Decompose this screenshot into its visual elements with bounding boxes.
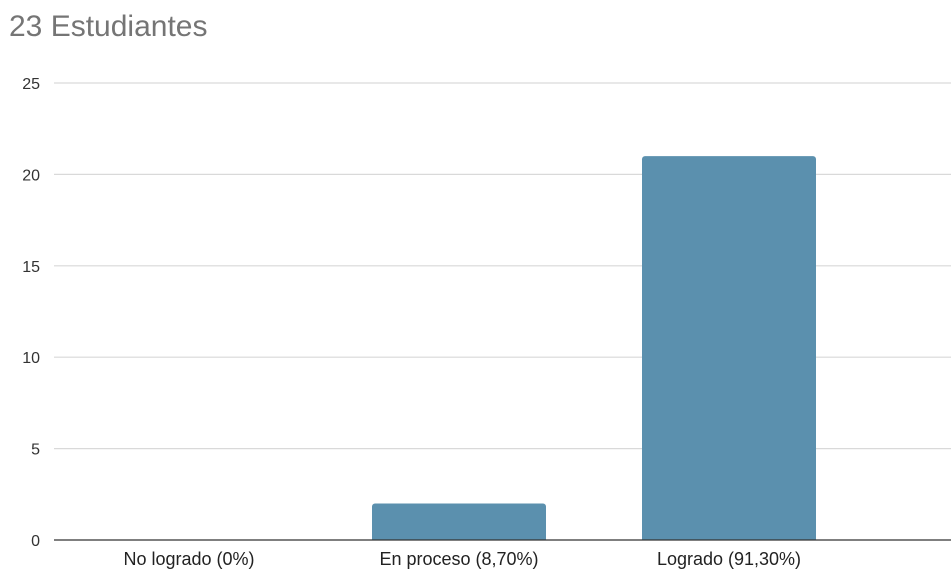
y-tick-label: 0 (31, 533, 40, 550)
y-tick-label: 20 (22, 167, 40, 184)
chart-title: 23 Estudiantes (9, 10, 208, 43)
category-label: No logrado (0%) (123, 549, 254, 569)
bars (372, 156, 816, 540)
y-tick-label: 15 (22, 259, 40, 276)
category-label: En proceso (8,70%) (379, 549, 538, 569)
bar-base (372, 536, 546, 540)
gridlines (54, 82, 951, 450)
bar (642, 156, 816, 540)
y-tick-label: 5 (31, 442, 40, 459)
category-label: Logrado (91,30%) (657, 549, 801, 569)
bar (372, 503, 546, 540)
category-labels: No logrado (0%) En proceso (8,70%) Logrado… (123, 549, 801, 569)
bar-base (642, 536, 816, 540)
y-tick-label: 25 (22, 76, 40, 93)
y-tick-label: 10 (22, 350, 40, 367)
y-tick-labels: 0 5 10 15 20 25 (22, 76, 40, 550)
